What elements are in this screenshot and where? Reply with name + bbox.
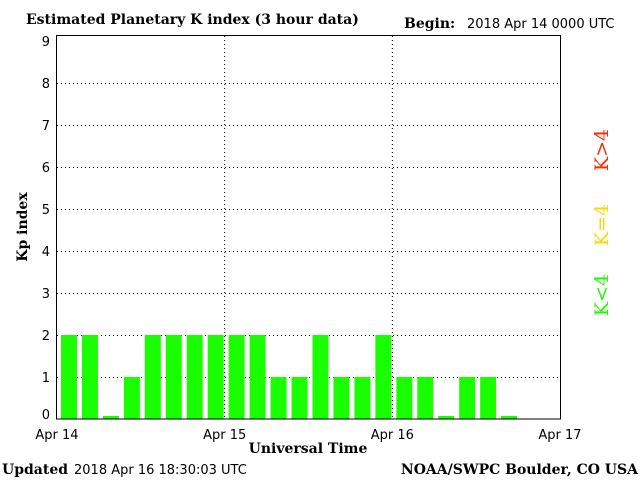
updated-value: 2018 Apr 16 18:30:03 UTC xyxy=(74,463,247,478)
y-tick-label: 9 xyxy=(42,35,50,50)
y-tick-label: 7 xyxy=(42,119,50,134)
y-ticks: 0 1 2 3 4 5 6 7 8 9 xyxy=(42,35,50,423)
kp-bar xyxy=(207,335,224,419)
kp-bar xyxy=(228,335,245,419)
kp-bar xyxy=(270,377,287,419)
kp-bar xyxy=(186,335,203,419)
x-tick-label: Apr 17 xyxy=(538,428,581,443)
kp-bar xyxy=(249,335,266,419)
kp-bar xyxy=(312,335,329,419)
y-tick-label: 8 xyxy=(42,77,50,92)
kp-bar xyxy=(61,335,77,419)
kp-bar xyxy=(291,377,308,419)
kp-bar xyxy=(417,377,434,419)
kp-bar xyxy=(459,377,476,419)
kp-bar xyxy=(501,416,518,419)
updated-label: Updated xyxy=(2,462,68,478)
kp-bar xyxy=(480,377,497,419)
chart-title: Estimated Planetary K index (3 hour data… xyxy=(26,12,359,28)
y-tick-label: 3 xyxy=(42,287,50,302)
kp-bar xyxy=(396,377,413,419)
plot-frame xyxy=(56,35,561,420)
x-tick-label: Apr 16 xyxy=(371,428,414,443)
x-tick-label: Apr 14 xyxy=(35,428,78,443)
kp-bar xyxy=(102,416,119,419)
grid xyxy=(57,36,560,419)
y-tick-label: 4 xyxy=(42,245,50,260)
y-tick-label: 2 xyxy=(42,329,50,344)
begin-label: Begin: xyxy=(404,16,455,32)
legend: K<4 K=4 K>4 xyxy=(591,129,613,316)
kp-bar xyxy=(123,377,140,419)
begin-value: 2018 Apr 14 0000 UTC xyxy=(467,17,615,32)
kp-bar xyxy=(438,416,455,419)
source-credit: NOAA/SWPC Boulder, CO USA xyxy=(401,462,639,478)
legend-item-k-equal-4: K=4 xyxy=(591,204,613,246)
legend-item-k-below-4: K<4 xyxy=(591,274,613,316)
kp-bar xyxy=(354,377,371,419)
y-tick-label: 0 xyxy=(42,408,50,423)
legend-item-k-above-4: K>4 xyxy=(591,129,613,171)
bars xyxy=(61,335,518,419)
x-ticks: Apr 14 Apr 15 Apr 16 Apr 17 xyxy=(35,428,581,443)
x-tick-label: Apr 15 xyxy=(203,428,246,443)
y-tick-label: 6 xyxy=(42,161,50,176)
kp-bar xyxy=(375,335,392,419)
y-tick-label: 5 xyxy=(42,203,50,218)
x-axis-label: Universal Time xyxy=(249,441,368,457)
kp-bar xyxy=(144,335,161,419)
kp-bar xyxy=(165,335,182,419)
y-tick-label: 1 xyxy=(42,371,50,386)
kp-bar xyxy=(333,377,350,419)
kp-bar xyxy=(81,335,98,419)
y-axis-label: Kp index xyxy=(15,192,31,262)
